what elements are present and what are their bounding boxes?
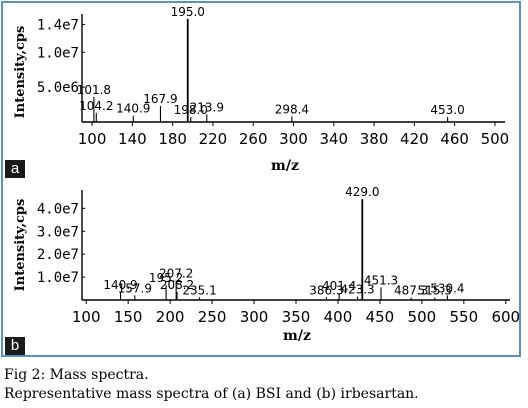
panel-a-peak-label: 298.4 <box>275 102 309 116</box>
panel-b-y-tick-label: 4.0e7 <box>37 201 79 217</box>
panel-b-y-axis-title: Intensity,cps <box>13 199 28 292</box>
panel-a-y-tick-label: 5.0e6 <box>37 80 79 96</box>
panel-b-peak-label: 207.2 <box>159 267 193 281</box>
panel-a-y-tick-label: 1.0e7 <box>37 45 79 61</box>
panel-a-peak-label: 213.9 <box>190 100 224 114</box>
panel-b-peak-label: 401.4 <box>322 279 356 293</box>
panel-b-x-tick-label: 100 <box>72 308 101 326</box>
panel-b-peak-label: 195.2 <box>149 271 183 285</box>
panel-a-x-tick-label: 500 <box>481 130 510 148</box>
panel-b-peak-label: 451.3 <box>364 273 398 287</box>
panel-a-x-tick-label: 300 <box>279 130 308 148</box>
panel-b-peak-label: 530.4 <box>430 281 464 295</box>
figure-frame <box>1 1 521 357</box>
panel-a-x-tick-label: 220 <box>199 130 228 148</box>
panel-a-peak-label: 167.9 <box>143 92 177 106</box>
panel-b-peak-label: 487.3 <box>394 284 428 298</box>
mass-spectra-figure: 5.0e6 1.0e7 1.4e7 100 140 180 220 260 300 340 380 4… <box>13 5 520 344</box>
caption-description: Representative mass spectra of (a) BSI a… <box>4 386 419 402</box>
panel-a-x-tick-label: 420 <box>400 130 429 148</box>
panel-b-x-tick-label: 200 <box>156 308 185 326</box>
panel-b-y-tick-label: 1.0e7 <box>37 270 79 286</box>
panel-b-x-tick-label: 400 <box>324 308 353 326</box>
panel-a-x-tick-label: 180 <box>158 130 187 148</box>
panel-b-y-tick-label: 3.0e7 <box>37 224 79 240</box>
panel-b-x-tick-label: 450 <box>366 308 395 326</box>
panel-b-x-tick-label: 350 <box>282 308 311 326</box>
panel-a-peak-label: 104.2 <box>79 99 113 113</box>
panel-b-peak-label: 140.9 <box>103 278 137 292</box>
panel-a-y-tick-label: 1.4e7 <box>37 17 79 33</box>
panel-b-x-axis-title: m/z <box>283 328 311 344</box>
panel-b-peak-label: 429.0 <box>345 185 379 199</box>
panel-b-y-tick-label: 2.0e7 <box>37 247 79 263</box>
panel-a-x-tick-label: 140 <box>118 130 147 148</box>
panel-label-b: b <box>5 337 25 355</box>
panel-a-peak-label: 198.0 <box>174 103 208 117</box>
panel-b-peak-label: 423.3 <box>340 283 374 297</box>
panel-label-a: a <box>5 160 25 178</box>
figure-caption: Fig 2: Mass spectra. Representative mass… <box>4 366 419 404</box>
panel-b-x-tick-label: 300 <box>240 308 269 326</box>
panel-a-peak-label: 140.9 <box>116 102 150 116</box>
panel-b-x-tick-label: 500 <box>408 308 437 326</box>
panel-b-x-tick-label: 250 <box>198 308 227 326</box>
panel-b-x-tick-label: 550 <box>450 308 479 326</box>
panel-b-peak-label: 208.2 <box>160 278 194 292</box>
panel-b-x-tick-label: 600 <box>491 308 520 326</box>
panel-b-peak-label: 515.3 <box>418 284 452 298</box>
panel-b-peak-label: 386.3 <box>309 283 343 297</box>
panel-a-x-axis-title: m/z <box>271 158 299 174</box>
panel-a-peak-label: 453.0 <box>430 103 464 117</box>
caption-title: Fig 2: Mass spectra. <box>4 367 149 383</box>
panel-a-x-tick-label: 380 <box>360 130 389 148</box>
panel-a-x-tick-label: 260 <box>239 130 268 148</box>
panel-a-x-tick-label: 100 <box>78 130 107 148</box>
panel-b-peak-label: 157.9 <box>118 281 152 295</box>
panel-a-peak-label: 101.8 <box>77 83 111 97</box>
panel-b-peak-label: 235.1 <box>182 283 216 297</box>
panel-a-peak-label: 195.0 <box>171 5 205 19</box>
panel-a-x-tick-label: 340 <box>319 130 348 148</box>
panel-a-x-tick-label: 460 <box>440 130 469 148</box>
panel-b-x-tick-label: 150 <box>114 308 143 326</box>
panel-a-y-axis-title: Intensity,cps <box>13 26 28 119</box>
